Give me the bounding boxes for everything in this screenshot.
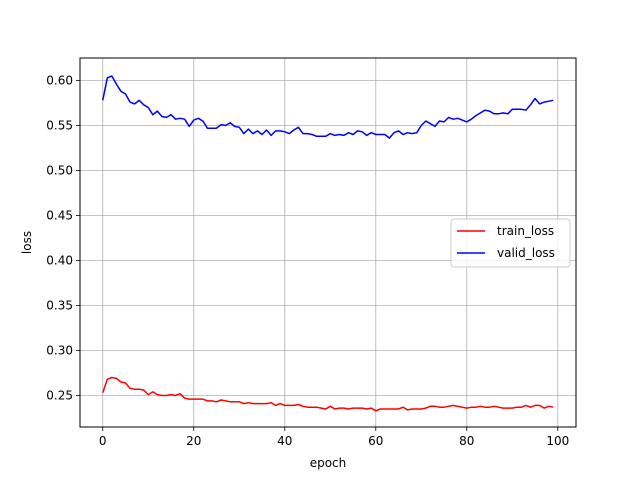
x-tick-label: 60	[368, 434, 383, 448]
legend-label-valid-loss: valid_loss	[497, 246, 555, 260]
y-axis: 0.25 0.30 0.35 0.40 0.45 0.50 0.55 0.60	[46, 74, 80, 403]
x-tick-label: 100	[546, 434, 569, 448]
series-line-train-loss	[102, 376, 554, 412]
y-tick-label: 0.60	[46, 74, 73, 88]
y-tick-label: 0.50	[46, 164, 73, 178]
y-tick-label: 0.25	[46, 389, 73, 403]
plot-frame	[79, 57, 577, 428]
y-tick-label: 0.30	[46, 344, 73, 358]
y-axis-label: loss	[20, 231, 34, 254]
x-tick-label: 0	[99, 434, 107, 448]
series-line-valid-loss	[102, 75, 554, 139]
series-group	[102, 75, 554, 412]
y-tick-label: 0.45	[46, 209, 73, 223]
x-tick-label: 80	[459, 434, 474, 448]
x-tick-label: 40	[277, 434, 292, 448]
x-axis-label: epoch	[310, 456, 347, 470]
legend: train_loss valid_loss	[450, 218, 571, 268]
y-tick-label: 0.40	[46, 254, 73, 268]
x-tick-label: 20	[186, 434, 201, 448]
legend-label-train-loss: train_loss	[497, 224, 554, 238]
y-tick-label: 0.55	[46, 119, 73, 133]
x-axis: 0 20 40 60 80 100	[99, 427, 569, 448]
y-tick-label: 0.35	[46, 299, 73, 313]
